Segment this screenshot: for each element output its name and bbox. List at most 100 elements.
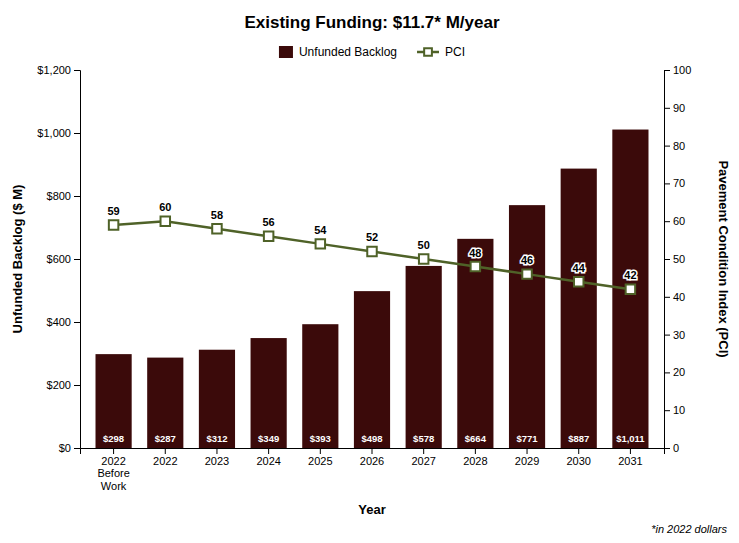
legend-label: Unfunded Backlog xyxy=(299,45,397,59)
x-tick-label: 2025 xyxy=(308,455,332,467)
y2-tick-label: 60 xyxy=(673,215,685,227)
y2-tick: 0 xyxy=(664,442,679,454)
x-tick-label: 2022 xyxy=(153,455,177,467)
marker xyxy=(574,277,583,286)
y2-tick-mark xyxy=(664,372,670,373)
x-tick: 2030 xyxy=(566,448,590,467)
marker xyxy=(626,284,635,293)
y-tick: $400 xyxy=(47,316,80,328)
y-tick-label: $200 xyxy=(47,379,71,391)
y2-tick-label: 70 xyxy=(673,177,685,189)
legend-swatch xyxy=(424,48,432,56)
marker xyxy=(212,224,221,233)
y2-tick: 20 xyxy=(664,366,685,378)
y-tick-mark xyxy=(74,133,80,134)
x-tick: 2031 xyxy=(618,448,642,467)
bar-label: $498 xyxy=(361,433,382,444)
y2-tick-label: 0 xyxy=(673,442,679,454)
line-label: 48 xyxy=(469,247,481,259)
legend-swatch xyxy=(279,46,293,58)
bar xyxy=(457,239,493,448)
x-tick-label: 2024 xyxy=(256,455,280,467)
marker xyxy=(419,254,428,263)
y-tick: $600 xyxy=(47,253,80,265)
x-tick-label: 2022BeforeWork xyxy=(97,455,129,492)
line-label: 60 xyxy=(159,201,171,213)
marker xyxy=(367,247,376,256)
x-tick-label: 2023 xyxy=(205,455,229,467)
x-axis-title: Year xyxy=(358,502,385,517)
bar-label: $393 xyxy=(310,433,331,444)
y-tick: $800 xyxy=(47,190,80,202)
x-tick: 2022 xyxy=(153,448,177,467)
y-tick-mark xyxy=(74,196,80,197)
line-label: 50 xyxy=(418,239,430,251)
bar xyxy=(509,205,545,448)
y-tick: $1,200 xyxy=(37,64,80,76)
y2-tick: 100 xyxy=(664,64,691,76)
y2-tick: 10 xyxy=(664,404,685,416)
line-label: 46 xyxy=(521,254,533,266)
y-tick-label: $1,200 xyxy=(37,64,71,76)
y2-tick-mark xyxy=(664,448,670,449)
bar xyxy=(96,354,132,448)
y-tick-label: $1,000 xyxy=(37,127,71,139)
x-tick: 2028 xyxy=(463,448,487,467)
y2-tick-mark xyxy=(664,221,670,222)
x-tick-label: 2031 xyxy=(618,455,642,467)
y2-tick-mark xyxy=(664,146,670,147)
bar xyxy=(251,338,287,448)
line xyxy=(114,221,631,289)
marker xyxy=(264,232,273,241)
axis-line xyxy=(81,449,665,455)
legend-item: Unfunded Backlog xyxy=(279,45,397,59)
legend-item: PCI xyxy=(417,45,465,59)
footnote: *in 2022 dollars xyxy=(651,523,727,535)
x-tick: 2023 xyxy=(205,448,229,467)
y2-tick: 70 xyxy=(664,177,685,189)
bar-series xyxy=(96,130,649,448)
line-label: 59 xyxy=(107,205,119,217)
bar-label: $887 xyxy=(568,433,589,444)
y-axis-title: Unfunded Backlog ($ M) xyxy=(10,185,25,334)
x-tick: 2024 xyxy=(256,448,280,467)
x-tick-mark xyxy=(527,448,528,454)
y2-tick-label: 50 xyxy=(673,253,685,265)
line-label: 44 xyxy=(573,262,586,274)
y2-tick-label: 20 xyxy=(673,366,685,378)
y2-axis-title: Pavement Condition Index (PCI) xyxy=(716,160,731,357)
y-tick-mark xyxy=(74,259,80,260)
x-tick-label: 2030 xyxy=(566,455,590,467)
y-axis: $0 $200 $400 $600 $800 $1,000 $1,200 xyxy=(37,64,80,454)
bar xyxy=(147,358,183,448)
x-tick: 2027 xyxy=(411,448,435,467)
y2-tick-mark xyxy=(664,259,670,260)
x-tick-mark xyxy=(423,448,424,454)
bar-label: $349 xyxy=(258,433,279,444)
x-tick-mark xyxy=(165,448,166,454)
y-tick: $0 xyxy=(59,442,80,454)
y2-tick-mark xyxy=(664,183,670,184)
marker xyxy=(316,239,325,248)
data-labels: $298$287$312$349$393$498$578$664$771$887… xyxy=(103,201,645,444)
y2-axis: 0102030405060708090100 xyxy=(664,64,691,454)
y2-tick-mark xyxy=(664,70,670,71)
plot-area xyxy=(96,130,649,448)
x-tick-mark xyxy=(475,448,476,454)
x-tick: 2026 xyxy=(360,448,384,467)
line-label: 56 xyxy=(263,216,275,228)
y2-tick: 90 xyxy=(664,102,685,114)
y2-tick-mark xyxy=(664,410,670,411)
x-tick-mark xyxy=(630,448,631,454)
bar-label: $664 xyxy=(465,433,487,444)
legend: Unfunded Backlog PCI xyxy=(279,45,465,59)
y2-tick: 80 xyxy=(664,140,685,152)
chart: 2022BeforeWork 2022 2023 2024 2025 2026 2027 20… xyxy=(0,0,739,543)
bar xyxy=(302,324,338,448)
bar xyxy=(354,291,390,448)
x-tick-mark xyxy=(113,448,114,454)
x-tick-mark xyxy=(320,448,321,454)
y2-tick-label: 90 xyxy=(673,102,685,114)
axis-line xyxy=(74,71,81,449)
x-tick-mark xyxy=(216,448,217,454)
